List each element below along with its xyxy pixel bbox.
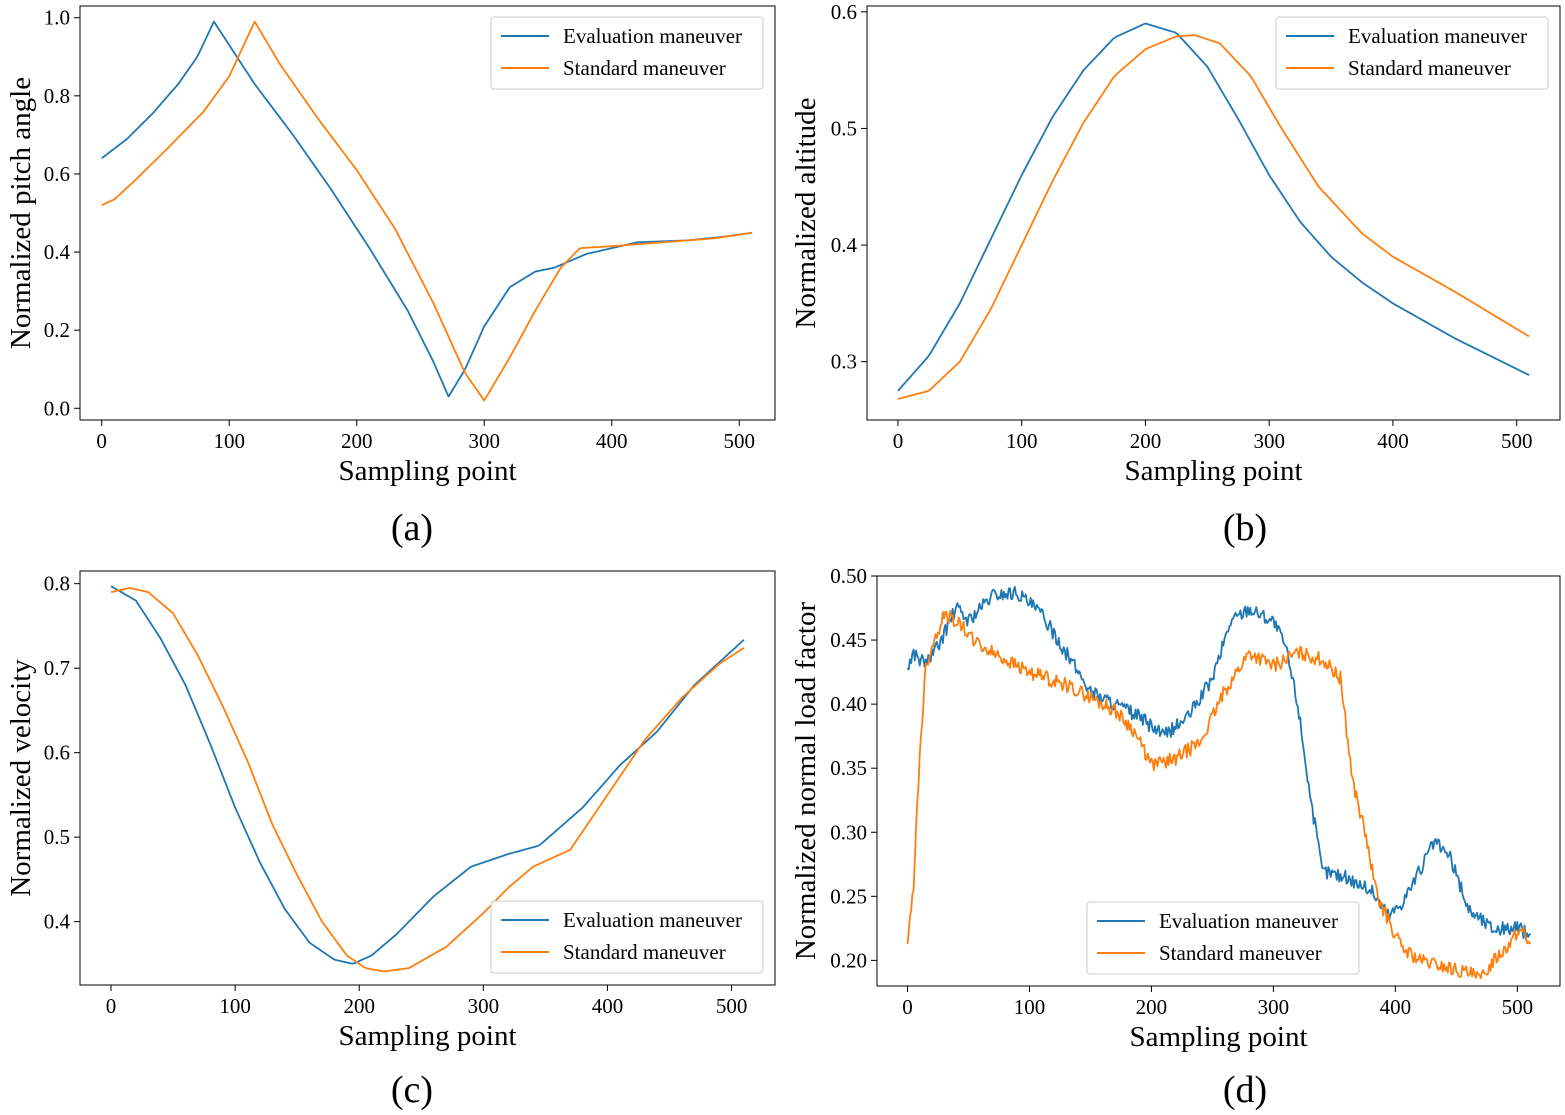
x-tick-label: 400 xyxy=(1377,429,1409,453)
legend-label: Standard maneuver xyxy=(1348,56,1511,80)
series-line-evaluation xyxy=(101,20,753,398)
y-tick-label: 0.0 xyxy=(44,396,70,420)
series-group xyxy=(101,20,753,402)
y-tick-label: 0.5 xyxy=(44,825,70,849)
y-tick-label: 0.2 xyxy=(44,318,70,342)
plot-frame xyxy=(79,5,776,421)
x-tick-label: 200 xyxy=(1130,429,1162,453)
x-tick-label: 100 xyxy=(1014,995,1046,1019)
y-axis-label: Normalized altitude xyxy=(790,97,822,328)
y-tick-label: 0.50 xyxy=(830,564,867,588)
x-tick-label: 300 xyxy=(1253,429,1285,453)
x-tick-label: 0 xyxy=(96,429,107,453)
y-tick-label: 0.4 xyxy=(44,910,71,934)
panel-c: 0 100 200 300 400 500 0.4 0.5 0.6 0.7 0.8 Sampling … xyxy=(5,570,776,1111)
x-tick-label: 400 xyxy=(596,429,628,453)
x-tick-label: 500 xyxy=(724,429,756,453)
x-tick-label: 200 xyxy=(341,429,373,453)
legend-box xyxy=(1275,16,1549,90)
x-tick-label: 0 xyxy=(106,994,117,1018)
x-tick-label: 100 xyxy=(213,429,245,453)
y-tick-label: 1.0 xyxy=(44,6,70,30)
legend-label: Evaluation maneuver xyxy=(563,24,742,48)
x-tick-label: 400 xyxy=(1380,995,1412,1019)
panel-a: 0 100 200 300 400 500 0.0 0.2 0.4 0.6 0.8 1.0 Sampli… xyxy=(5,5,776,549)
x-tick-label: 400 xyxy=(592,994,624,1018)
x-tick-label: 200 xyxy=(1136,995,1168,1019)
series-group xyxy=(897,22,1530,400)
y-tick-label: 0.6 xyxy=(44,741,70,765)
plot-frame xyxy=(79,570,776,986)
x-tick-label: 200 xyxy=(343,994,375,1018)
series-line-evaluation xyxy=(897,22,1530,392)
series-line-standard xyxy=(101,20,753,402)
y-tick-label: 0.8 xyxy=(44,572,70,596)
panel-b: 0 100 200 300 400 500 0.3 0.4 0.5 0.6 Sampling poi… xyxy=(790,0,1561,549)
x-tick-label: 300 xyxy=(468,994,500,1018)
plot-frame xyxy=(866,5,1561,421)
y-tick-label: 0.6 xyxy=(44,162,70,186)
x-tick-label: 300 xyxy=(468,429,500,453)
y-tick-label: 0.45 xyxy=(830,628,867,652)
legend-label: Standard maneuver xyxy=(1159,941,1322,965)
legend: Evaluation maneuver Standard maneuver xyxy=(490,16,764,90)
x-tick-label: 0 xyxy=(902,995,913,1019)
panel-caption: (d) xyxy=(1223,1069,1267,1110)
series-line-standard xyxy=(110,587,745,973)
y-tick-label: 0.4 xyxy=(44,240,71,264)
y-tick-label: 0.8 xyxy=(44,84,70,108)
y-tick-label: 0.30 xyxy=(830,820,867,844)
legend: Evaluation maneuver Standard maneuver xyxy=(490,900,764,974)
series-line-evaluation xyxy=(906,586,1532,941)
legend-label: Standard maneuver xyxy=(563,56,726,80)
x-tick-label: 100 xyxy=(1006,429,1038,453)
y-axis-label: Normalized velocity xyxy=(5,659,37,897)
legend-label: Evaluation maneuver xyxy=(563,908,742,932)
x-tick-label: 300 xyxy=(1258,995,1290,1019)
panel-caption: (c) xyxy=(391,1069,433,1110)
x-tick-label: 500 xyxy=(1502,995,1534,1019)
x-axis-label: Sampling point xyxy=(338,1020,516,1052)
y-tick-label: 0.35 xyxy=(830,756,867,780)
panel-caption: (b) xyxy=(1223,507,1267,549)
y-tick-label: 0.25 xyxy=(830,884,867,908)
x-axis-label: Sampling point xyxy=(1124,455,1302,487)
y-axis-label: Normalized normal load factor xyxy=(790,601,822,960)
x-axis-label: Sampling point xyxy=(1129,1021,1307,1053)
series-line-standard xyxy=(897,34,1530,400)
legend-box xyxy=(490,16,764,90)
y-tick-label: 0.4 xyxy=(831,233,858,257)
x-axis-label: Sampling point xyxy=(338,455,516,487)
legend-label: Standard maneuver xyxy=(563,940,726,964)
y-tick-label: 0.7 xyxy=(44,656,70,680)
plot-frame xyxy=(876,575,1561,987)
series-line-standard xyxy=(906,609,1532,980)
panel-caption: (a) xyxy=(391,507,433,549)
series-group xyxy=(906,586,1532,980)
legend-label: Evaluation maneuver xyxy=(1348,24,1527,48)
y-tick-label: 0.3 xyxy=(831,350,857,374)
x-tick-label: 500 xyxy=(716,994,748,1018)
legend: Evaluation maneuver Standard maneuver xyxy=(1086,901,1360,975)
x-tick-label: 0 xyxy=(893,429,904,453)
y-tick-label: 0.40 xyxy=(830,692,867,716)
y-tick-label: 0.5 xyxy=(831,116,857,140)
series-group xyxy=(110,585,745,973)
legend-box xyxy=(1086,901,1360,975)
y-tick-label: 0.6 xyxy=(831,0,857,24)
y-axis-label: Normalized pitch angle xyxy=(5,77,37,349)
x-tick-label: 500 xyxy=(1501,429,1533,453)
panel-d: 0 100 200 300 400 500 0.20 0.25 0.30 0.35 0.40 0.45… xyxy=(790,564,1561,1111)
legend: Evaluation maneuver Standard maneuver xyxy=(1275,16,1549,90)
legend-label: Evaluation maneuver xyxy=(1159,909,1338,933)
x-tick-label: 100 xyxy=(219,994,251,1018)
y-tick-label: 0.20 xyxy=(830,948,867,972)
legend-box xyxy=(490,900,764,974)
